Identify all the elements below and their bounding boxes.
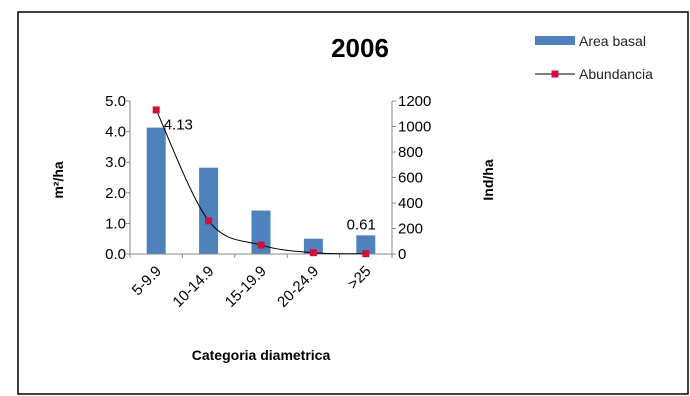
bar-25: [356, 235, 376, 254]
chart-title: 2006: [331, 33, 389, 63]
data-labels: 4.13 0.61: [164, 117, 376, 234]
legend-swatch-area-basal: [535, 36, 575, 45]
legend-label-abundancia: Abundancia: [579, 66, 653, 82]
y2-tick-label: 1000: [398, 119, 431, 136]
bar-10-14-9: [199, 167, 219, 254]
legend: Area basal Abundancia: [535, 33, 653, 82]
abundancia-point-15-19-9: [257, 241, 265, 249]
abundancia-line: [155, 109, 366, 255]
legend-label-area-basal: Area basal: [579, 33, 646, 49]
y2-tick-label: 0: [398, 246, 406, 263]
abundancia-point-25: [362, 250, 370, 258]
legend-marker-abundancia: [551, 70, 559, 78]
y2-axis-ticks: 0 200 400 600 800 1000 1200: [398, 93, 431, 263]
y2-tick-label: 600: [398, 170, 423, 187]
x-axis-title: Categoria diametrica: [192, 347, 331, 363]
y2-axis-title: Ind/ha: [480, 159, 496, 200]
abundancia-point-10-14-9: [205, 217, 213, 225]
abundancia-series: [152, 106, 370, 258]
abundancia-point-20-24-9: [309, 249, 317, 257]
data-label-25: 0.61: [347, 216, 376, 233]
y2-tick-label: 200: [398, 221, 423, 238]
y-tick-label: 2.0: [105, 185, 126, 202]
y-tick-label: 0.0: [105, 246, 126, 263]
y2-tick-label: 800: [398, 144, 423, 161]
bar-20-24-9: [303, 238, 323, 254]
bar-15-19-9: [251, 210, 271, 254]
bar-5-9-9: [146, 127, 166, 254]
y-tick-label: 3.0: [105, 154, 126, 171]
y-tick-label: 5.0: [105, 93, 126, 110]
y2-tick-label: 400: [398, 195, 423, 212]
bars: [146, 127, 376, 254]
y-tick-label: 1.0: [105, 215, 126, 232]
y-axis-title: m²/ha: [50, 161, 66, 199]
abundancia-point-5-9-9: [152, 106, 160, 114]
y2-tick-label: 1200: [398, 93, 431, 110]
data-label-5-9-9: 4.13: [164, 117, 193, 134]
y-tick-label: 4.0: [105, 124, 126, 141]
y-axis-ticks: 0.0 1.0 2.0 3.0 4.0 5.0: [105, 93, 126, 263]
